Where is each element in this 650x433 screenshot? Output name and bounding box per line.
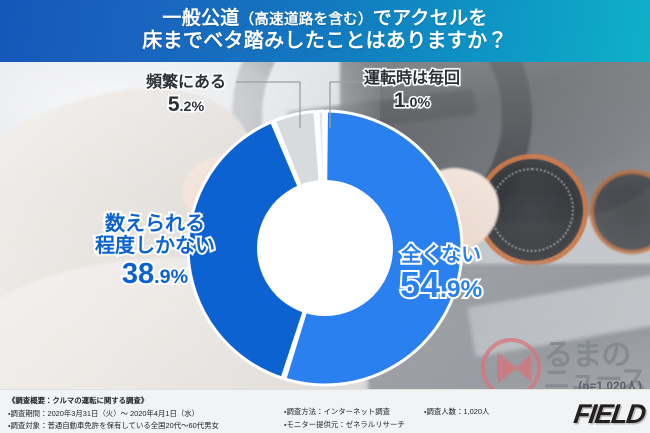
footer-column-3: ・調査人数：1,020人 (424, 395, 544, 433)
field-brand-logo: FIELD (571, 399, 647, 429)
label-everytime-text: 運転時は毎回 (362, 69, 461, 89)
header-q1-part-a: 一般公道 (162, 8, 240, 29)
footer-survey-overview: 《調査概要：クルマの運転に関する調査》 (8, 396, 149, 405)
label-none-int: 54 (398, 263, 442, 307)
footer-monitor-provider: ・モニター提供元：ゼネラルリサーチ (284, 419, 405, 429)
watermark-kuruma-news: るまの ニュース (481, 338, 647, 398)
watermark-line-2: ニュース (543, 364, 647, 395)
footer-survey-period: ・調査期間：2020年3月31日（火）～ 2020年4月1日（水） (8, 408, 200, 418)
label-countable-line2: 程度しかない (93, 233, 217, 259)
label-everytime-dec: .0% (404, 93, 432, 112)
label-none-text: 全くない (399, 242, 483, 268)
label-countable-line1: 数えられる (103, 211, 207, 237)
footer-column-2: ・調査方法：インターネット調査 ・モニター提供元：ゼネラルリサーチ (284, 395, 424, 433)
label-none-dec: .9% (438, 274, 484, 305)
label-countable-int: 38 (120, 256, 156, 292)
watermark-text: るまの ニュース (543, 339, 647, 395)
footer-survey-details: 《調査概要：クルマの運転に関する調査》 ・調査期間：2020年3月31日（火）～… (0, 389, 650, 433)
label-none-value: 54.9% (398, 263, 484, 307)
header-q1-part-b: （高速道路を含む） (239, 12, 373, 28)
label-frequent-int: 5 (166, 91, 181, 117)
label-none: 全くない 54.9% (398, 242, 484, 307)
footer-column-1: 《調査概要：クルマの運転に関する調査》 ・調査期間：2020年3月31日（火）～… (8, 395, 284, 433)
label-countable-dec: .9% (152, 264, 190, 290)
label-everytime: 運転時は毎回 1.0% (362, 69, 461, 114)
footer-survey-target: ・調査対象：普通自動車免許を保有している全国20代～60代男女 (8, 421, 219, 431)
footer-respondent-count: ・調査人数：1,020人 (424, 407, 490, 416)
footer-survey-method: ・調査方法：インターネット調査 (284, 407, 390, 416)
label-frequent-text: 頻繁にある (144, 73, 227, 93)
watermark-line-1: るまの (543, 339, 631, 373)
label-frequent-dec: .2% (178, 97, 206, 116)
header-question-line-1: 一般公道（高速道路を含む）でアクセルを (162, 8, 487, 30)
footer-columns: 《調査概要：クルマの運転に関する調査》 ・調査期間：2020年3月31日（火）～… (8, 395, 544, 433)
header-q1-part-c: でアクセルを (372, 8, 488, 29)
label-frequent: 頻繁にある 5.2% (144, 73, 227, 118)
label-everytime-value: 1.0% (364, 87, 460, 113)
label-countable: 数えられる 程度しかない 38.9% (93, 211, 217, 292)
label-everytime-int: 1 (392, 87, 407, 113)
header-question-line-2: 床までベタ踏みしたことはありますか？ (142, 30, 508, 53)
label-frequent-value: 5.2% (146, 91, 226, 117)
header-banner: 一般公道（高速道路を含む）でアクセルを 床までベタ踏みしたことはありますか？ (0, 0, 650, 62)
photo-speedometer-gauge (590, 170, 650, 254)
label-countable-value: 38.9% (95, 256, 215, 292)
